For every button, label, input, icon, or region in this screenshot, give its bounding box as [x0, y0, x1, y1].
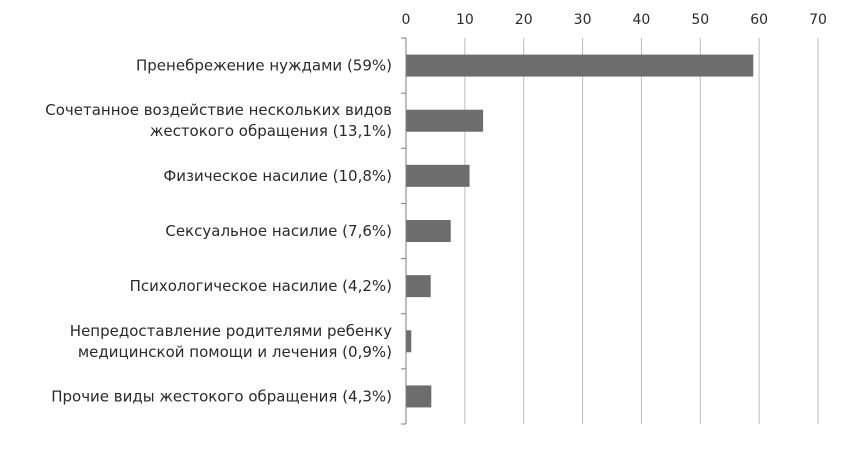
- gridlines: [405, 38, 819, 424]
- bars: [406, 54, 754, 408]
- x-tick-label: 70: [809, 12, 827, 28]
- category-label: Психологическое насилие (4,2%): [130, 277, 392, 295]
- category-label: Сексуальное насилие (7,6%): [165, 222, 392, 240]
- category-label: жестокого обращения (13,1%): [150, 122, 392, 140]
- bar: [406, 164, 470, 187]
- x-tick-label: 40: [633, 12, 651, 28]
- x-tick-label: 50: [691, 12, 709, 28]
- x-tick-label: 20: [515, 12, 533, 28]
- category-labels: Пренебрежение нуждами (59%) Сочетанное во…: [45, 57, 392, 406]
- bar: [406, 385, 432, 408]
- category-label: Физическое насилие (10,8%): [163, 167, 392, 185]
- category-axis: [401, 37, 407, 425]
- category-label: Непредоставление родителями ребенку: [70, 322, 392, 340]
- x-tick-label: 60: [750, 12, 768, 28]
- category-label: Прочие виды жестокого обращения (4,3%): [51, 387, 392, 405]
- x-tick-label: 0: [402, 12, 411, 28]
- bar: [406, 54, 754, 77]
- bar: [406, 275, 431, 298]
- x-tick-label: 30: [574, 12, 592, 28]
- bar: [406, 330, 412, 353]
- category-label: Пренебрежение нуждами (59%): [136, 57, 392, 75]
- x-axis-tick-labels: 0 10 20 30 40 50 60 70: [402, 12, 827, 28]
- category-label: Сочетанное воздействие нескольких видов: [45, 101, 392, 119]
- x-tick-label: 10: [456, 12, 474, 28]
- bar: [406, 109, 484, 132]
- bar: [406, 220, 451, 242]
- category-label: медицинской помощи и лечения (0,9%): [78, 343, 392, 361]
